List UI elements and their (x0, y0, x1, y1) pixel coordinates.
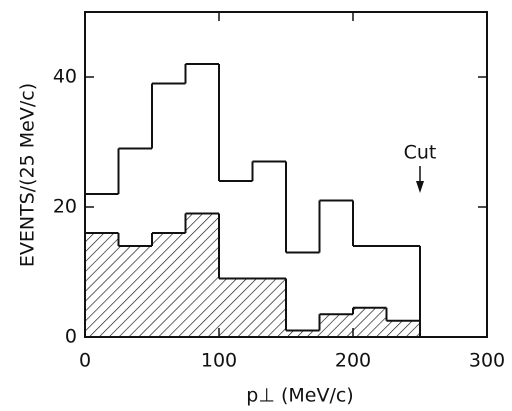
y-tick-label: 20 (53, 196, 77, 218)
hatched-bar (319, 314, 353, 337)
annotation: Cut (404, 142, 437, 164)
hatched-bar (386, 320, 420, 337)
hatched-bar (219, 278, 253, 337)
hatched-bar (286, 330, 320, 337)
x-tick-label: 200 (335, 350, 371, 372)
hatched-bar (353, 307, 387, 337)
y-tick-label: 40 (53, 66, 77, 88)
hatched-bar (185, 213, 219, 337)
x-tick-label: 0 (79, 350, 91, 372)
hatched-bar (85, 233, 119, 337)
hatched-bar (152, 233, 186, 337)
x-tick-label: 100 (201, 350, 237, 372)
y-axis-label: EVENTS/(25 MeV/c) (17, 83, 39, 267)
annotation-arrowhead (416, 181, 424, 193)
hatched-bar (118, 246, 152, 337)
hatched-bar (252, 278, 286, 337)
x-axis-label: p⊥ (MeV/c) (246, 385, 353, 407)
x-tick-label: 300 (469, 350, 505, 372)
y-tick-label: 0 (65, 326, 77, 348)
